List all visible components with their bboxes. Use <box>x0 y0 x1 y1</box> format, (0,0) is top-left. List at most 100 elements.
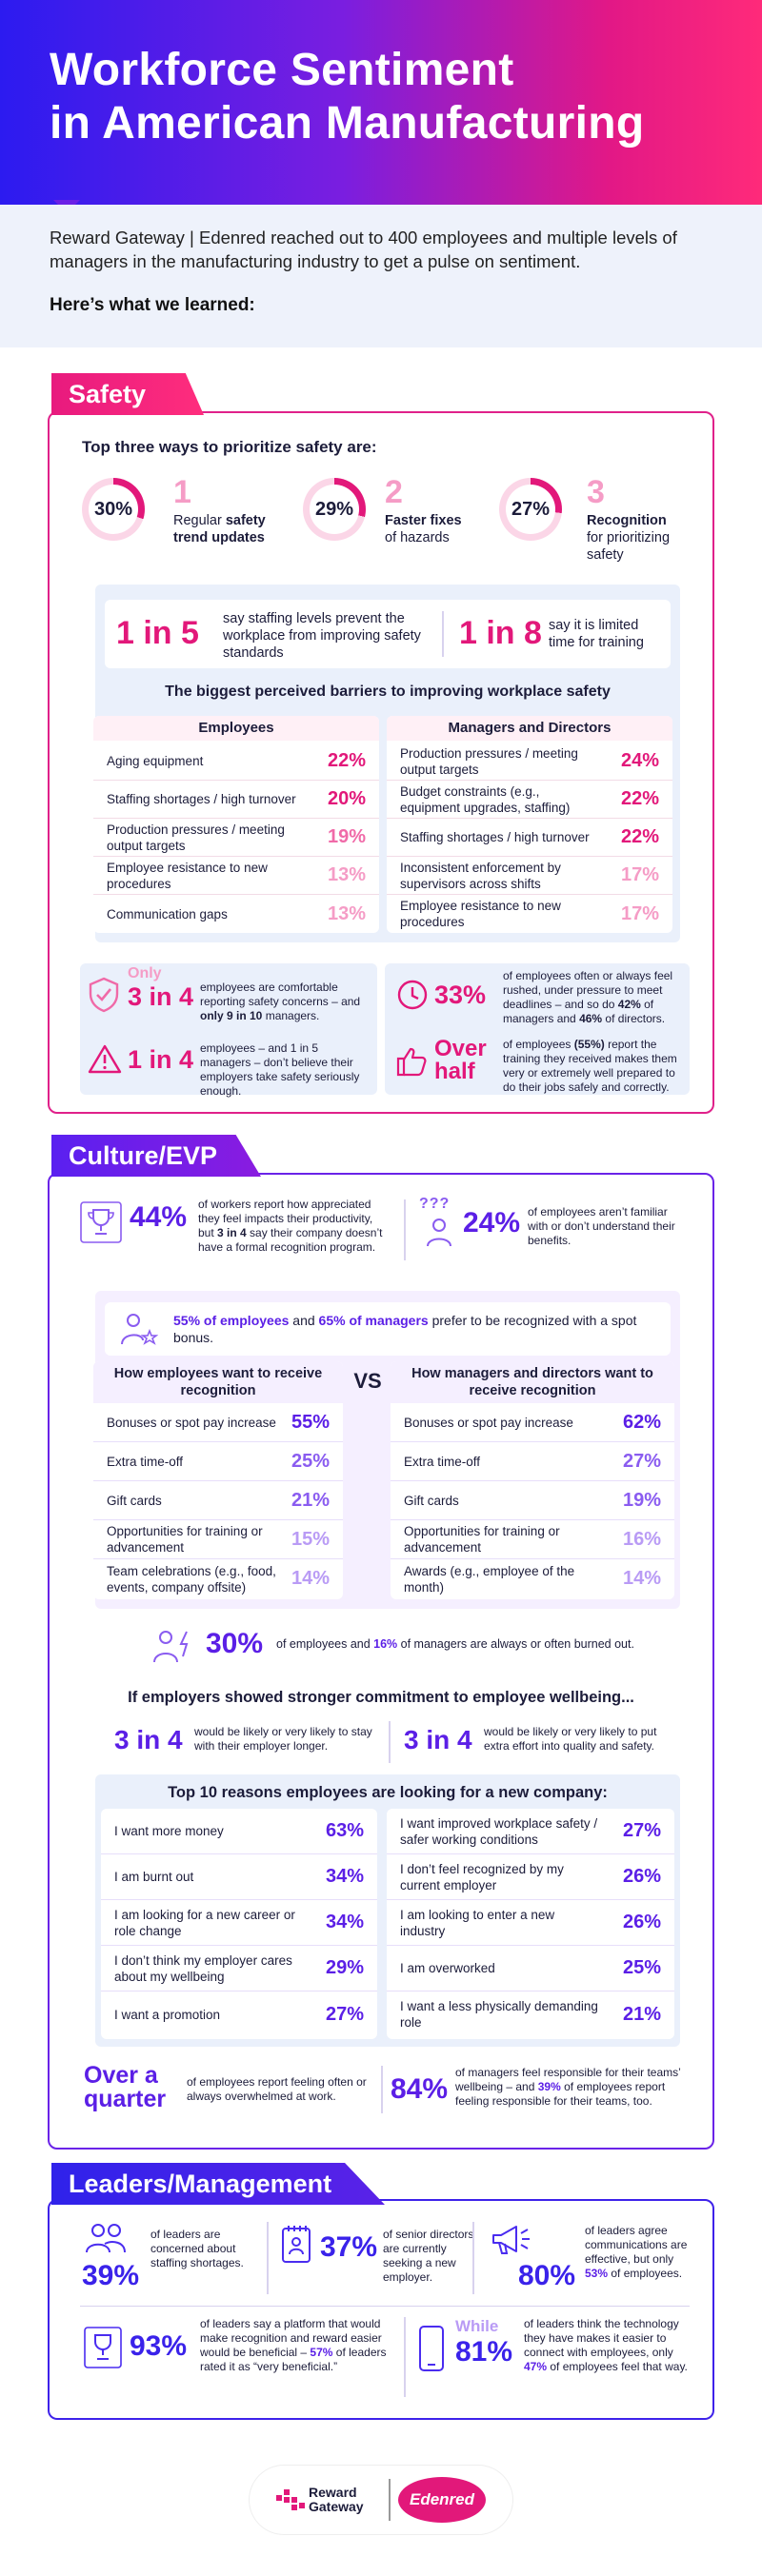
reason-row: I am looking for a new career or role ch… <box>101 1900 377 1946</box>
progress-ring: 27% <box>499 478 562 541</box>
recognition-row-value: 62% <box>622 1411 661 1433</box>
recognition-row-value: 16% <box>622 1528 661 1550</box>
person-icon <box>427 1219 451 1247</box>
reason-row: I want a promotion 27% <box>101 1991 377 2037</box>
recognition-row: Opportunities for training or advancemen… <box>391 1520 674 1559</box>
recognition-row: Opportunities for training or advancemen… <box>93 1520 343 1559</box>
person-star-icon <box>121 1314 158 1345</box>
recognition-row-label: Bonuses or spot pay increase <box>107 1415 276 1430</box>
recognition-row-label: Gift cards <box>404 1493 459 1508</box>
intro-text: Reward Gateway | Edenred reached out to … <box>50 228 677 271</box>
vs-label: VS <box>353 1369 382 1393</box>
reason-row-label: I am looking for a new career or role ch… <box>114 1907 295 1938</box>
recognition-row-label: Opportunities for training or advancemen… <box>107 1524 263 1555</box>
reasons-block: Top 10 reasons employees are looking for… <box>95 1774 680 2047</box>
recognition-row-label: Awards (e.g., employee of the month) <box>404 1563 575 1595</box>
recognition-row-value: 55% <box>291 1411 330 1433</box>
reason-row: I want a less physically demanding role 2… <box>387 1991 674 2037</box>
barrier-row-value: 13% <box>327 902 366 924</box>
reason-row-label: I want a less physically demanding role <box>400 1999 598 2030</box>
warning-icon <box>88 1044 122 1074</box>
barrier-row-value: 22% <box>620 788 659 809</box>
recognition-block: 55% of employees and 65% of managers pre… <box>93 1291 680 1609</box>
reason-row-value: 34% <box>325 1866 364 1887</box>
barrier-row-value: 22% <box>620 826 659 847</box>
recognition-row-value: 19% <box>622 1489 661 1511</box>
culture-top-stats: 44% of workers report how appreciated th… <box>80 1196 690 1276</box>
manager-recognition: How managers and directors want to recei… <box>391 1361 674 1599</box>
recognition-row: Awards (e.g., employee of the month) 14% <box>391 1559 674 1598</box>
safety-tag: Safety <box>51 373 204 415</box>
barrier-row: Employee resistance to new procedures 13% <box>93 857 379 895</box>
recognition-row-value: 14% <box>291 1568 330 1589</box>
reason-row-value: 27% <box>325 2003 364 2025</box>
reason-row-label: I am looking to enter a new industry <box>400 1907 555 1938</box>
footer-logo: Reward Gateway Edenred <box>250 2466 512 2534</box>
barrier-row-label: Staffing shortages / high turnover <box>107 792 296 806</box>
wellbeing-stats: 3 in 4 would be likely or very likely to… <box>109 1719 680 1767</box>
shield-check-icon <box>89 977 119 1013</box>
reason-row: I want improved workplace safety / safer… <box>387 1809 674 1854</box>
reward-gateway-wordmark: Reward Gateway <box>309 2485 364 2514</box>
reason-row-label: I want improved workplace safety / safer… <box>400 1815 598 1847</box>
barrier-row: Aging equipment 22% <box>93 743 379 781</box>
reason-row-value: 26% <box>622 1912 661 1932</box>
reason-row-label: I don’t feel recognized by my current em… <box>400 1861 564 1892</box>
barrier-row-value: 17% <box>620 864 659 885</box>
culture-tag: Culture/EVP <box>51 1135 261 1177</box>
barrier-row-label: Aging equipment <box>107 754 204 768</box>
group-icon <box>86 2224 126 2253</box>
recognition-row-label: Gift cards <box>107 1493 162 1508</box>
barrier-row-label: Budget constraints (e.g., equipment upgr… <box>400 783 571 815</box>
trophy-icon <box>80 1201 122 1243</box>
clock-icon <box>397 980 428 1010</box>
leaders-section <box>48 2199 714 2420</box>
reason-row: I am looking to enter a new industry 26% <box>387 1900 674 1946</box>
barrier-row-label: Production pressures / meeting output ta… <box>107 822 285 853</box>
reason-row: I want more money 63% <box>101 1809 377 1854</box>
recognition-row-value: 14% <box>622 1568 661 1589</box>
thumbs-up-icon <box>396 1047 427 1077</box>
smartphone-icon <box>419 2326 444 2371</box>
recognition-row-value: 25% <box>291 1450 330 1472</box>
edenred-logo: Edenred <box>398 2477 486 2523</box>
reason-row-value: 25% <box>622 1957 661 1978</box>
barriers-block: 1 in 5 say staffing levels prevent the w… <box>93 585 680 942</box>
barrier-row: Staffing shortages / high turnover 20% <box>93 781 379 819</box>
progress-ring: 29% <box>303 478 366 541</box>
reason-row: I don’t think my employer cares about my… <box>101 1946 377 1991</box>
hero-banner: Workforce Sentiment in American Manufactu… <box>0 0 762 205</box>
barrier-row: Employee resistance to new procedures 17% <box>387 895 672 933</box>
reason-row-label: I don’t think my employer cares about my… <box>114 1952 292 1984</box>
recognition-row-label: Extra time-off <box>107 1454 184 1469</box>
top-ways: 30% 1 Regular safety trend updates 29% 2 … <box>82 474 692 566</box>
reason-row-value: 26% <box>622 1866 661 1887</box>
intro-lead: Here’s what we learned: <box>50 295 255 315</box>
barrier-row-label: Employee resistance to new procedures <box>107 860 268 891</box>
reason-row-value: 34% <box>325 1912 364 1932</box>
reason-row-value: 63% <box>325 1820 364 1841</box>
barrier-row: Staffing shortages / high turnover 22% <box>387 819 672 857</box>
reason-row-value: 21% <box>622 2003 661 2025</box>
barrier-row-label: Production pressures / meeting output ta… <box>400 745 578 777</box>
barrier-row-value: 13% <box>327 864 366 885</box>
reason-row-label: I am burnt out <box>114 1870 194 1884</box>
recognition-row: Bonuses or spot pay increase 62% <box>391 1403 674 1442</box>
recognition-row-value: 15% <box>291 1528 330 1550</box>
barrier-row: Production pressures / meeting output ta… <box>93 819 379 857</box>
safety-bottom-stats: Only 3 in 4 employees are comfortable re… <box>80 963 690 1106</box>
burnout-icon <box>153 1631 189 1663</box>
intro-panel: Reward Gateway | Edenred reached out to … <box>0 205 762 347</box>
progress-ring: 30% <box>82 478 145 541</box>
barrier-row-value: 17% <box>620 902 659 924</box>
recognition-row: Extra time-off 25% <box>93 1442 343 1481</box>
reason-row-label: I am overworked <box>400 1961 495 1975</box>
employee-recognition: How employees want to receive recognitio… <box>93 1361 343 1599</box>
recognition-row: Team celebrations (e.g., food, events, c… <box>93 1559 343 1598</box>
culture-bottom-stats: Over a quarter of employees report feelin… <box>84 2062 681 2113</box>
barrier-row-label: Staffing shortages / high turnover <box>400 830 590 844</box>
recognition-row-label: Team celebrations (e.g., food, events, c… <box>107 1563 276 1595</box>
recognition-row-label: Opportunities for training or advancemen… <box>404 1524 560 1555</box>
reason-row-value: 27% <box>622 1820 661 1841</box>
reasons-left: I want more money 63% I am burnt out 34% I a… <box>101 1809 377 2039</box>
